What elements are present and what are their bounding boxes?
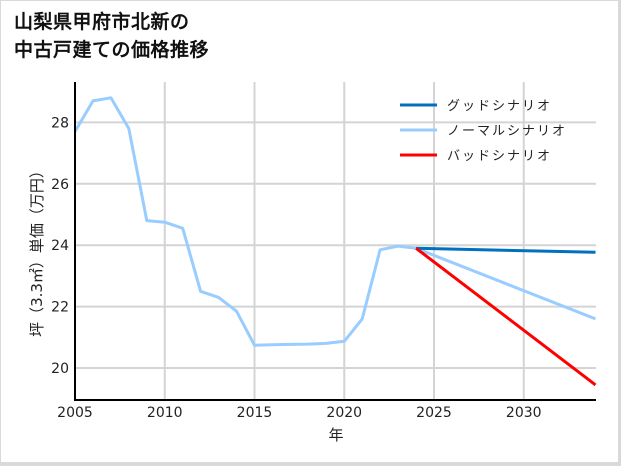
x-tick-label: 2025 — [416, 405, 452, 421]
x-tick-label: 2020 — [326, 405, 362, 421]
y-tick-label: 24 — [51, 238, 69, 254]
tick-labels: 2005 2010 2015 2020 2025 2030 20 22 24 26 28 — [51, 115, 541, 421]
x-tick-label: 2030 — [506, 405, 542, 421]
y-tick-label: 26 — [51, 177, 69, 193]
x-tick-label: 2005 — [57, 405, 93, 421]
chart-title-line1: 山梨県甲府市北新の — [14, 11, 190, 33]
y-axis-label: 坪（3.3㎡）単価（万円） — [28, 163, 46, 337]
y-tick-label: 22 — [51, 300, 69, 316]
legend-label: ノーマルシナリオ — [447, 124, 567, 139]
x-tick-label: 2015 — [237, 405, 273, 421]
grid-lines — [75, 82, 596, 400]
data-series — [73, 96, 597, 387]
x-tick-label: 2010 — [147, 405, 183, 421]
series-line — [415, 247, 597, 387]
legend-item: グッドシナリオ — [400, 99, 552, 114]
chart-title: 山梨県甲府市北新の 中古戸建ての価格推移 — [14, 8, 209, 64]
axes — [74, 82, 596, 401]
legend-item: ノーマルシナリオ — [400, 124, 567, 139]
chart-title-line2: 中古戸建ての価格推移 — [14, 39, 210, 61]
legend-item: バッドシナリオ — [400, 149, 552, 164]
series-line — [73, 96, 417, 347]
series-line — [416, 246, 596, 254]
legend-label: グッドシナリオ — [447, 99, 552, 114]
x-axis-label: 年 — [328, 426, 343, 444]
series-line — [415, 246, 597, 321]
legend-label: バッドシナリオ — [447, 149, 552, 164]
y-tick-label: 20 — [51, 361, 69, 377]
y-tick-label: 28 — [51, 115, 69, 131]
